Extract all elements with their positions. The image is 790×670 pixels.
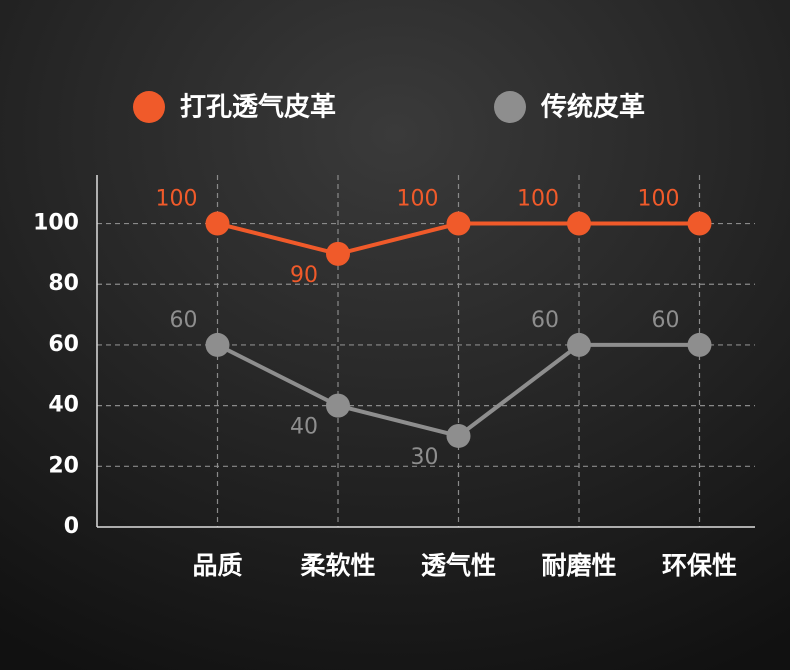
y-tick-label: 20 [48,453,79,478]
x-tick-label: 环保性 [662,551,737,580]
legend-marker [494,91,526,123]
data-label: 100 [638,187,680,212]
data-label: 30 [411,445,439,470]
x-tick-label: 柔软性 [300,551,375,580]
y-tick-label: 40 [48,393,79,418]
data-point [446,423,471,448]
data-point [687,211,712,236]
legend-label: 传统皮革 [540,92,645,123]
data-point [567,332,591,357]
data-label: 100 [517,187,559,212]
data-point [326,393,350,418]
y-tick-label: 60 [48,332,79,357]
x-tick-label: 透气性 [421,551,496,580]
x-tick-label: 耐磨性 [541,551,616,580]
y-tick-label: 100 [33,211,79,236]
data-label: 60 [531,308,559,333]
data-point [326,241,350,266]
data-label: 40 [290,415,318,440]
data-point [446,211,471,236]
data-point [205,332,230,357]
data-label: 60 [170,308,198,333]
legend-label: 打孔透气皮革 [180,92,336,123]
data-point [205,211,230,236]
data-label: 100 [397,187,439,212]
data-point [567,211,591,236]
data-label: 60 [652,308,680,333]
data-point [687,332,712,357]
y-tick-label: 0 [64,514,79,539]
legend-marker [133,91,165,123]
data-label: 90 [290,263,318,288]
data-label: 100 [156,187,198,212]
x-tick-label: 品质 [192,551,242,580]
y-tick-label: 80 [48,271,79,296]
